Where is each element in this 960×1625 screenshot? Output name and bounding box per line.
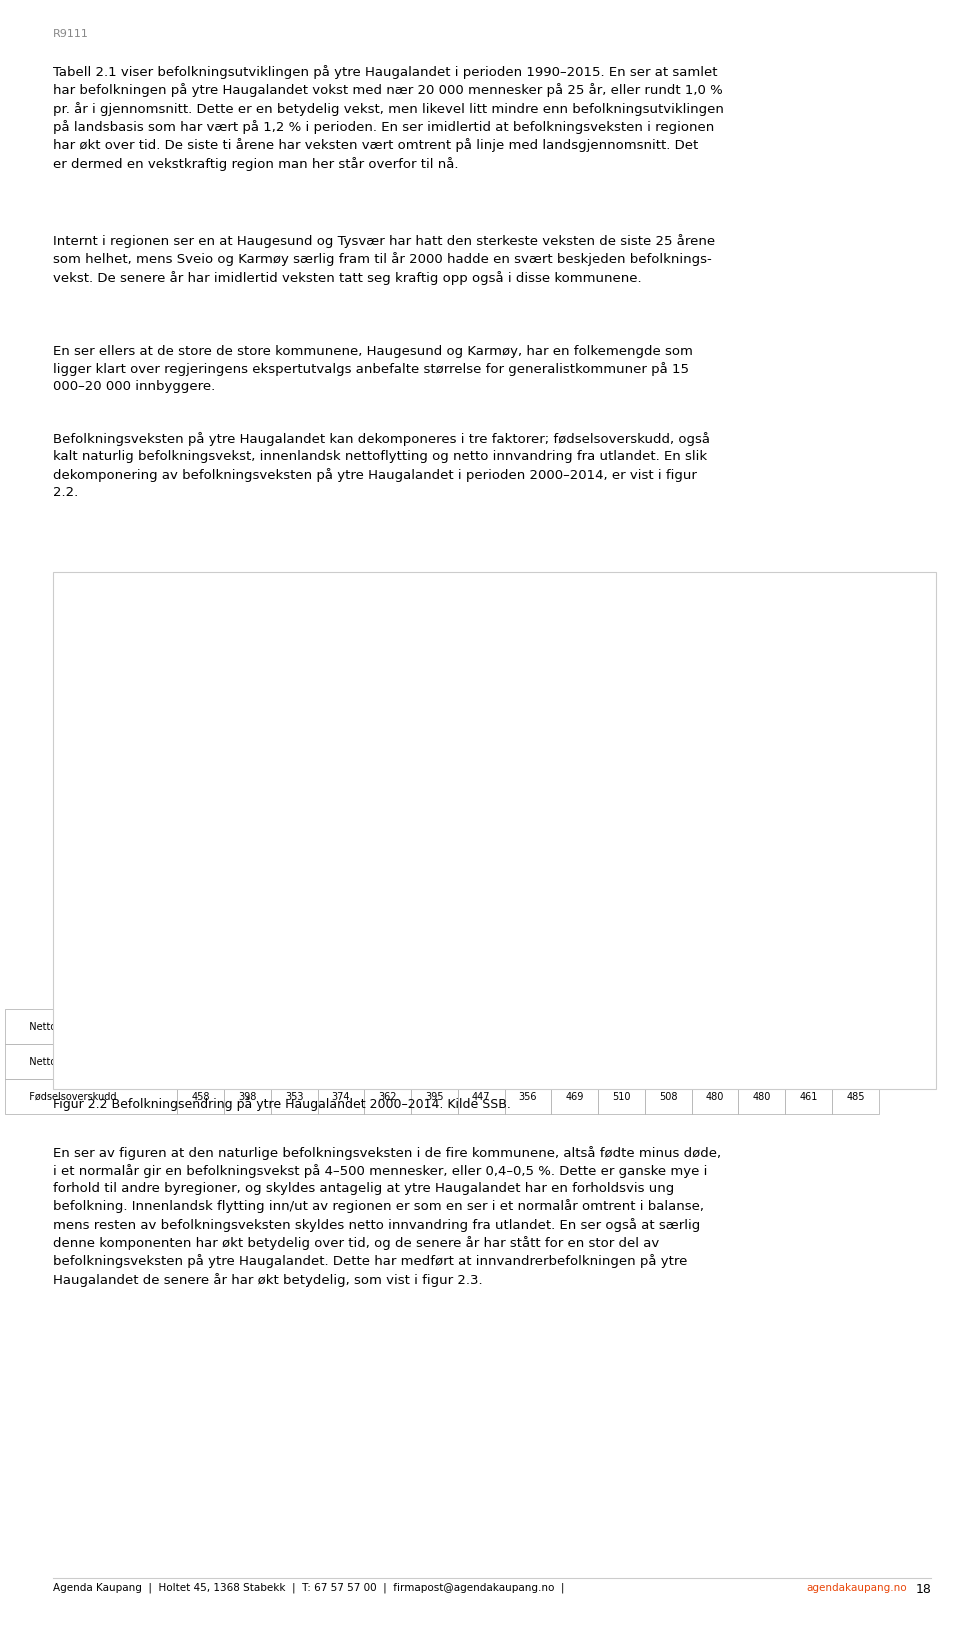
Bar — [780, 726, 814, 829]
Bar — [188, 840, 223, 900]
Bar — [188, 900, 223, 936]
Bar — [726, 829, 760, 900]
Text: agendakaupang.no: agendakaupang.no — [806, 1583, 907, 1592]
Bar — [296, 845, 330, 900]
Text: Befolkningsveksten på ytre Haugalandet kan dekomponeres i tre faktorer; fødselso: Befolkningsveksten på ytre Haugalandet k… — [53, 432, 709, 499]
Bar — [564, 829, 599, 830]
Bar — [833, 661, 868, 826]
Bar — [457, 830, 492, 834]
Text: R9111: R9111 — [53, 29, 88, 39]
Bar — [672, 804, 707, 824]
Text: En ser ellers at de store de store kommunene, Haugesund og Karmøy, har en folkem: En ser ellers at de store de store kommu… — [53, 344, 693, 393]
Bar — [349, 847, 384, 900]
Bar — [296, 900, 330, 921]
Bar — [833, 826, 868, 832]
Bar — [403, 800, 438, 842]
Bar — [242, 900, 276, 925]
Bar — [833, 832, 868, 900]
Text: 18: 18 — [915, 1583, 931, 1596]
Bar — [134, 764, 169, 832]
Bar — [726, 826, 760, 829]
Bar — [188, 809, 223, 840]
Text: Figur 2.2 Befolkningsendring på ytre Haugalandet 2000–2014. Kilde SSB.: Figur 2.2 Befolkningsendring på ytre Hau… — [53, 1097, 511, 1112]
Bar — [134, 900, 169, 918]
Text: Tabell 2.1 viser befolkningsutviklingen på ytre Haugalandet i perioden 1990–2015: Tabell 2.1 viser befolkningsutviklingen … — [53, 65, 724, 171]
Bar — [457, 795, 492, 830]
Bar — [511, 743, 545, 847]
Text: Agenda Kaupang  |  Holtet 45, 1368 Stabekk  |  T: 67 57 57 00  |  firmapost@agen: Agenda Kaupang | Holtet 45, 1368 Stabekk… — [53, 1583, 571, 1592]
Bar — [403, 842, 438, 900]
Bar — [511, 900, 545, 904]
Bar — [564, 830, 599, 900]
Bar — [887, 900, 922, 905]
Text: Internt i regionen ser en at Haugesund og Tysvær har hatt den sterkeste veksten : Internt i regionen ser en at Haugesund o… — [53, 234, 715, 284]
Bar — [296, 811, 330, 845]
Bar — [672, 824, 707, 900]
Bar — [132, 1071, 146, 1072]
Title: Befolkningsendring   Ytre Haugelandet: Befolkningsendring Ytre Haugelandet — [331, 577, 725, 595]
Bar — [132, 1071, 146, 1072]
Bar — [349, 795, 384, 847]
Bar — [132, 1071, 146, 1072]
Bar — [349, 900, 384, 908]
Bar — [780, 829, 814, 900]
Bar — [242, 848, 276, 900]
Bar — [564, 671, 599, 829]
Bar — [457, 834, 492, 900]
Bar — [134, 832, 169, 900]
Bar — [242, 837, 276, 848]
Bar — [618, 697, 653, 824]
Bar — [726, 712, 760, 826]
Bar — [511, 847, 545, 900]
Text: En ser av figuren at den naturlige befolkningsveksten i de fire kommunene, altså: En ser av figuren at den naturlige befol… — [53, 1146, 721, 1287]
Bar — [887, 720, 922, 827]
Bar — [887, 827, 922, 900]
Bar — [618, 824, 653, 900]
Bar — [672, 736, 707, 804]
